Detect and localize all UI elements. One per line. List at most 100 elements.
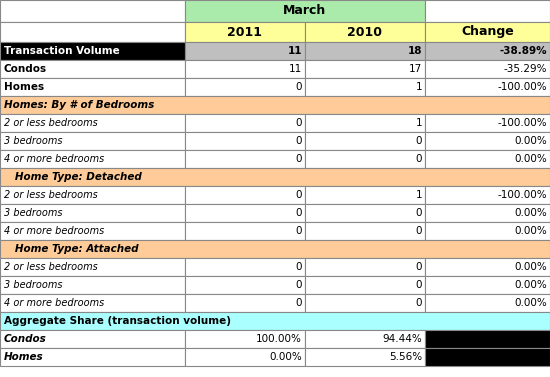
Bar	[305, 78, 425, 96]
Bar	[0, 294, 185, 312]
Bar	[305, 132, 425, 150]
Text: 0: 0	[295, 136, 302, 146]
Bar	[425, 0, 550, 22]
Text: 18: 18	[408, 46, 422, 56]
Bar	[305, 348, 425, 366]
Bar	[425, 132, 550, 150]
Bar	[0, 240, 550, 258]
Text: Homes: Homes	[4, 352, 43, 362]
Bar	[0, 186, 185, 204]
Text: 4 or more bedrooms: 4 or more bedrooms	[4, 226, 104, 236]
Bar	[425, 222, 550, 240]
Bar	[425, 114, 550, 132]
Bar	[185, 330, 305, 348]
Text: 0: 0	[415, 154, 422, 164]
Text: Condos: Condos	[4, 64, 47, 74]
Text: 4 or more bedrooms: 4 or more bedrooms	[4, 154, 104, 164]
Text: 94.44%: 94.44%	[382, 334, 422, 344]
Text: 0: 0	[295, 190, 302, 200]
Text: 2 or less bedrooms: 2 or less bedrooms	[4, 262, 98, 272]
Bar	[185, 78, 305, 96]
Bar	[425, 42, 550, 60]
Text: 1: 1	[415, 82, 422, 92]
Bar	[185, 186, 305, 204]
Text: 2010: 2010	[348, 26, 382, 38]
Text: 100.00%: 100.00%	[256, 334, 302, 344]
Bar	[0, 204, 185, 222]
Text: Home Type: Detached: Home Type: Detached	[4, 172, 142, 182]
Text: 0: 0	[415, 262, 422, 272]
Text: 0.00%: 0.00%	[514, 226, 547, 236]
Bar	[185, 294, 305, 312]
Bar	[185, 348, 305, 366]
Bar	[185, 42, 305, 60]
Bar	[425, 204, 550, 222]
Bar	[305, 42, 425, 60]
Text: -35.29%: -35.29%	[503, 64, 547, 74]
Text: 0: 0	[295, 154, 302, 164]
Text: 0: 0	[415, 226, 422, 236]
Bar	[425, 150, 550, 168]
Text: 17: 17	[409, 64, 422, 74]
Bar	[425, 78, 550, 96]
Text: 2 or less bedrooms: 2 or less bedrooms	[4, 118, 98, 128]
Bar	[0, 78, 185, 96]
Bar	[185, 132, 305, 150]
Bar	[425, 276, 550, 294]
Text: 0: 0	[295, 82, 302, 92]
Text: 0: 0	[295, 226, 302, 236]
Bar	[305, 258, 425, 276]
Bar	[0, 150, 185, 168]
Bar	[185, 222, 305, 240]
Text: 11: 11	[289, 64, 302, 74]
Text: 11: 11	[288, 46, 302, 56]
Bar	[185, 276, 305, 294]
Text: March: March	[283, 5, 327, 17]
Text: 0: 0	[415, 298, 422, 308]
Bar	[305, 150, 425, 168]
Text: Homes: Homes	[4, 82, 44, 92]
Bar	[305, 22, 425, 42]
Bar	[425, 186, 550, 204]
Bar	[185, 114, 305, 132]
Text: 4 or more bedrooms: 4 or more bedrooms	[4, 298, 104, 308]
Text: 0: 0	[415, 208, 422, 218]
Bar	[0, 330, 185, 348]
Text: 0.00%: 0.00%	[514, 136, 547, 146]
Bar	[425, 330, 550, 348]
Text: -38.89%: -38.89%	[499, 46, 547, 56]
Bar	[0, 258, 185, 276]
Bar	[0, 276, 185, 294]
Text: Aggregate Share (transaction volume): Aggregate Share (transaction volume)	[4, 316, 231, 326]
Bar	[305, 204, 425, 222]
Bar	[425, 348, 550, 366]
Bar	[305, 114, 425, 132]
Text: 0.00%: 0.00%	[514, 208, 547, 218]
Bar	[305, 60, 425, 78]
Bar	[0, 114, 185, 132]
Bar	[0, 42, 185, 60]
Bar	[425, 22, 550, 42]
Text: -100.00%: -100.00%	[497, 190, 547, 200]
Text: 3 bedrooms: 3 bedrooms	[4, 280, 63, 290]
Text: 5.56%: 5.56%	[389, 352, 422, 362]
Text: -100.00%: -100.00%	[497, 82, 547, 92]
Text: 2 or less bedrooms: 2 or less bedrooms	[4, 190, 98, 200]
Text: 0.00%: 0.00%	[514, 262, 547, 272]
Bar	[0, 96, 550, 114]
Bar	[0, 348, 185, 366]
Bar	[0, 22, 185, 42]
Text: 0: 0	[295, 118, 302, 128]
Bar	[305, 186, 425, 204]
Text: 0: 0	[295, 280, 302, 290]
Text: 1: 1	[415, 118, 422, 128]
Text: Condos: Condos	[4, 334, 47, 344]
Bar	[185, 150, 305, 168]
Bar	[305, 294, 425, 312]
Bar	[0, 312, 550, 330]
Text: 3 bedrooms: 3 bedrooms	[4, 136, 63, 146]
Text: 0.00%: 0.00%	[270, 352, 302, 362]
Bar	[305, 222, 425, 240]
Text: Homes: By # of Bedrooms: Homes: By # of Bedrooms	[4, 100, 154, 110]
Text: 3 bedrooms: 3 bedrooms	[4, 208, 63, 218]
